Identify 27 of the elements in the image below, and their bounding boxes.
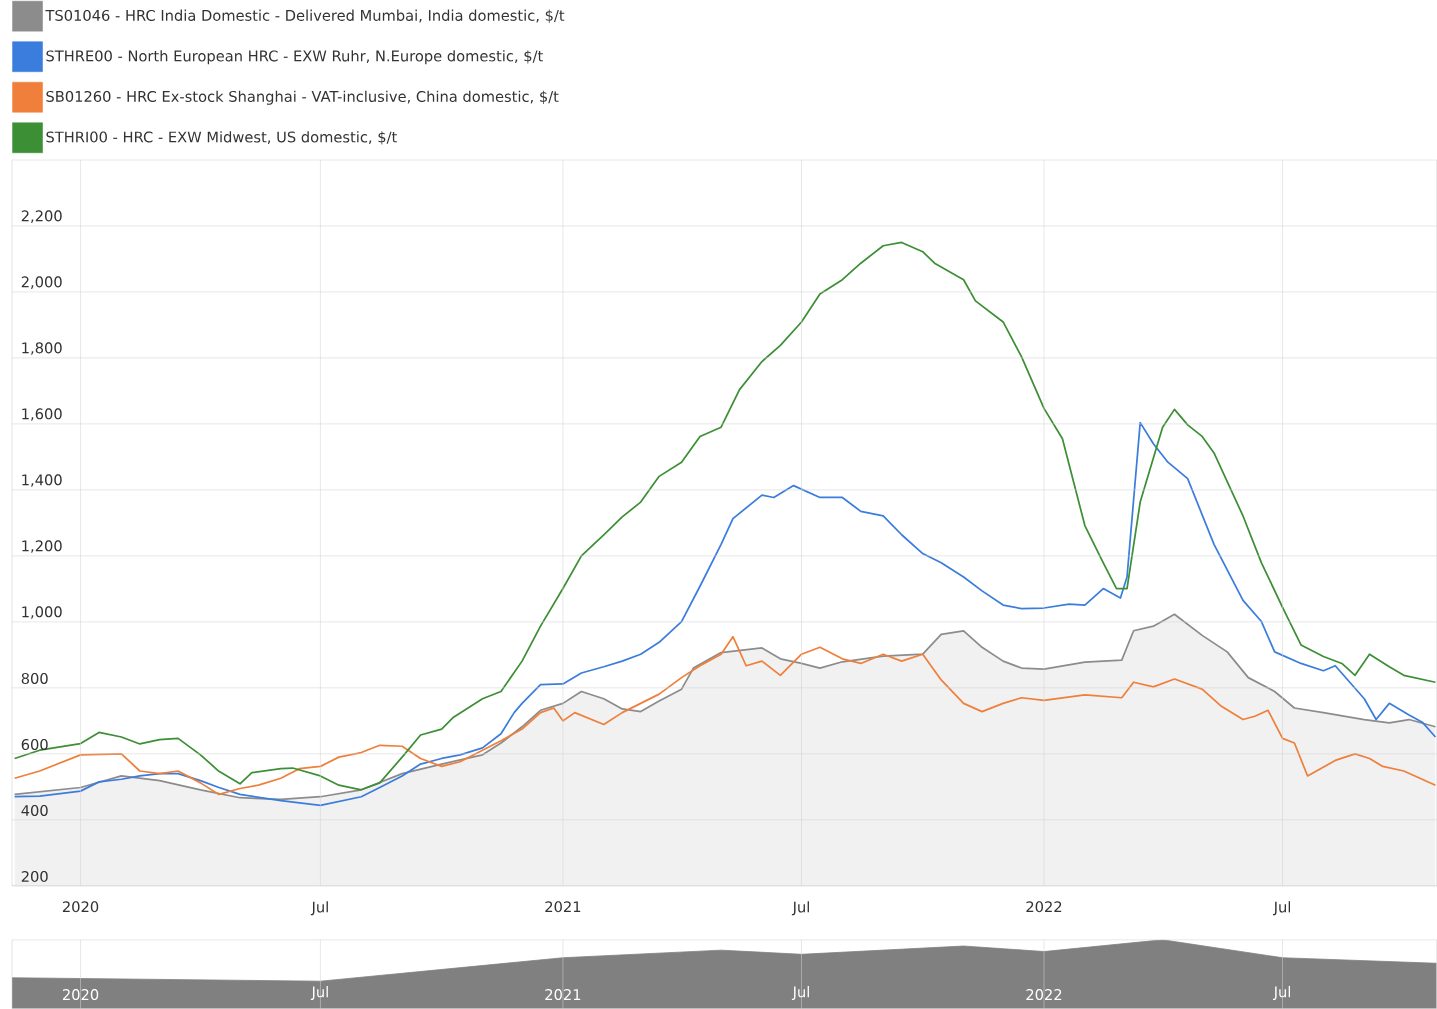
y-tick-label: 2,000	[21, 276, 62, 289]
y-tick-label: 2,200	[21, 210, 62, 223]
x-tick-label: Jul	[1272, 901, 1291, 916]
x-tick-label: 2022	[1026, 988, 1062, 1001]
x-tick-label: 2021	[545, 988, 581, 1001]
legend-label: STHRE00 - North European HRC - EXW Ruhr, N.Europe domestic, $/t	[46, 50, 543, 65]
x-tick-label: Jul	[791, 985, 809, 1001]
y-tick-label: 800	[21, 672, 48, 685]
x-tick-label: Jul	[791, 901, 809, 916]
legend-label: SB01260 - HRC Ex-stock Shanghai - VAT-inclusive, China domestic, $/t	[46, 90, 559, 105]
x-tick-label: Jul	[310, 985, 328, 1001]
y-tick-label: 1,000	[22, 606, 62, 619]
legend-label: TS01046 - HRC India Domestic - Delivered Mumbai, India domestic, $/t	[45, 9, 565, 23]
y-tick-label: 400	[21, 804, 48, 817]
x-tick-label: Jul	[1272, 985, 1291, 1001]
x-tick-label: 2020	[62, 901, 99, 913]
y-tick-label: 200	[21, 870, 48, 882]
legend-label: STHRI00 - HRC - EXW Midwest, US domestic, $/t	[46, 131, 397, 145]
x-tick-label: 2020	[62, 988, 99, 1001]
y-tick-label: 1,800	[22, 342, 62, 355]
x-tick-label: 2021	[545, 901, 581, 913]
y-tick-label: 600	[21, 738, 48, 751]
y-tick-label: 1,600	[22, 408, 62, 421]
x-tick-label: Jul	[310, 901, 328, 916]
x-tick-label: 2022	[1026, 901, 1062, 913]
y-tick-label: 1,400	[22, 474, 62, 487]
y-tick-label: 1,200	[22, 540, 62, 553]
